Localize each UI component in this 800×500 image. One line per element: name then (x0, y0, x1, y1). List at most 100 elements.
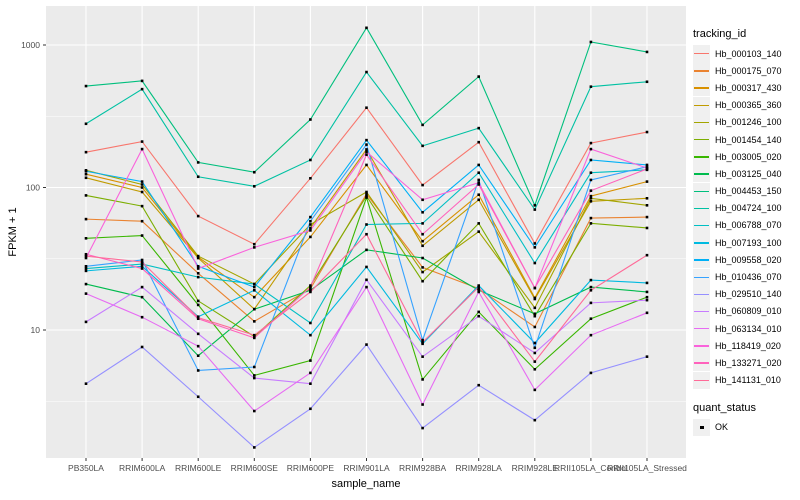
data-point (140, 140, 144, 143)
data-point (589, 194, 593, 198)
y-tick-label: 100 (26, 183, 40, 193)
data-point (253, 307, 256, 311)
data-point (196, 175, 200, 179)
legend-item-label: Hb_000175_070 (715, 65, 782, 76)
data-point (84, 84, 88, 88)
data-point (253, 336, 256, 340)
data-point (421, 244, 424, 248)
data-point (421, 256, 424, 260)
data-point (421, 198, 424, 202)
legend-key-line (694, 224, 709, 227)
legend-key-line (694, 53, 709, 55)
data-point (589, 222, 593, 225)
x-axis-title: sample_name (331, 478, 401, 490)
legend-item-label: Hb_010436_070 (715, 272, 782, 283)
data-point (196, 161, 200, 164)
data-point (309, 359, 312, 362)
data-point (84, 256, 88, 260)
data-point (84, 217, 88, 221)
data-point (253, 282, 256, 286)
data-point (421, 222, 424, 225)
data-point (477, 198, 480, 202)
data-point (421, 338, 424, 342)
x-tick-label: RRIM928BA (399, 463, 447, 473)
data-point (533, 314, 537, 318)
data-point (196, 303, 200, 307)
legend-item-Hb_060809_010: Hb_060809_010 (693, 302, 799, 320)
legend-key-swatch (693, 371, 710, 389)
data-point (589, 171, 593, 175)
data-point (477, 222, 480, 225)
data-point (365, 265, 368, 269)
data-point (84, 254, 88, 258)
data-point (589, 317, 593, 321)
data-point (477, 288, 480, 292)
data-point (84, 264, 88, 268)
data-point (477, 230, 480, 233)
data-point (533, 346, 537, 350)
data-point (645, 180, 649, 183)
data-point (477, 193, 480, 197)
x-tick-label: RRIM928LA (456, 463, 503, 473)
legend-item-Hb_004724_100: Hb_004724_100 (693, 199, 799, 217)
legend-item-Hb_010436_070: Hb_010436_070 (693, 268, 799, 286)
data-point (645, 290, 649, 294)
legend-key-swatch (693, 45, 710, 63)
data-point (365, 143, 368, 146)
data-point (309, 226, 312, 230)
data-point (421, 426, 424, 430)
legend-key-swatch (693, 148, 710, 166)
data-point (140, 186, 144, 189)
data-point (196, 354, 200, 358)
data-point (533, 360, 537, 363)
legend-item-label: Hb_118419_020 (715, 340, 781, 351)
data-point (645, 226, 649, 230)
legend-item-label: Hb_063134_010 (715, 323, 782, 334)
data-point (140, 267, 144, 270)
data-point (589, 85, 593, 88)
data-point (84, 176, 88, 180)
legend-key-line (694, 310, 709, 313)
data-point (196, 395, 200, 399)
legend-key-swatch (693, 285, 710, 303)
legend-item-Hb_118419_020: Hb_118419_020 (693, 337, 799, 355)
data-point (84, 122, 88, 126)
data-point (645, 204, 649, 207)
data-point (477, 140, 480, 144)
data-point (645, 165, 649, 168)
legend-item-Hb_000365_360: Hb_000365_360 (693, 96, 799, 114)
legend-title-quant-status: quant_status (693, 401, 756, 414)
legend-key-swatch (693, 165, 710, 183)
data-point (533, 261, 537, 265)
legend-item-Hb_004453_150: Hb_004453_150 (693, 182, 799, 200)
data-point (477, 285, 480, 289)
data-point (645, 253, 649, 257)
data-point (477, 290, 480, 294)
data-point (196, 369, 200, 372)
y-axis-title: FPKM + 1 (7, 207, 19, 257)
legend-key-swatch (693, 302, 710, 320)
legend-key-line (694, 190, 709, 192)
data-point (421, 342, 424, 346)
data-point (365, 26, 368, 30)
data-point (140, 260, 144, 264)
legend-item-Hb_006788_070: Hb_006788_070 (693, 216, 799, 234)
data-point (421, 183, 424, 187)
legend-item-Hb_000175_070: Hb_000175_070 (693, 62, 799, 80)
data-point (84, 382, 88, 385)
black-square-point-icon (700, 425, 704, 430)
data-point (589, 333, 593, 337)
data-point (589, 178, 593, 182)
data-point (477, 284, 480, 287)
data-point (196, 271, 200, 275)
x-tick-label: RRIM928LE (512, 463, 559, 473)
data-point (253, 374, 256, 377)
legend-key-line (694, 362, 709, 364)
data-point (533, 325, 537, 329)
data-point (477, 126, 480, 130)
data-point (589, 301, 593, 305)
legend-item-Hb_007193_100: Hb_007193_100 (693, 234, 799, 252)
legend-item-Hb_029510_140: Hb_029510_140 (693, 285, 799, 303)
legend-key-swatch (693, 216, 710, 234)
x-tick-label: RRIM600PE (287, 463, 335, 473)
